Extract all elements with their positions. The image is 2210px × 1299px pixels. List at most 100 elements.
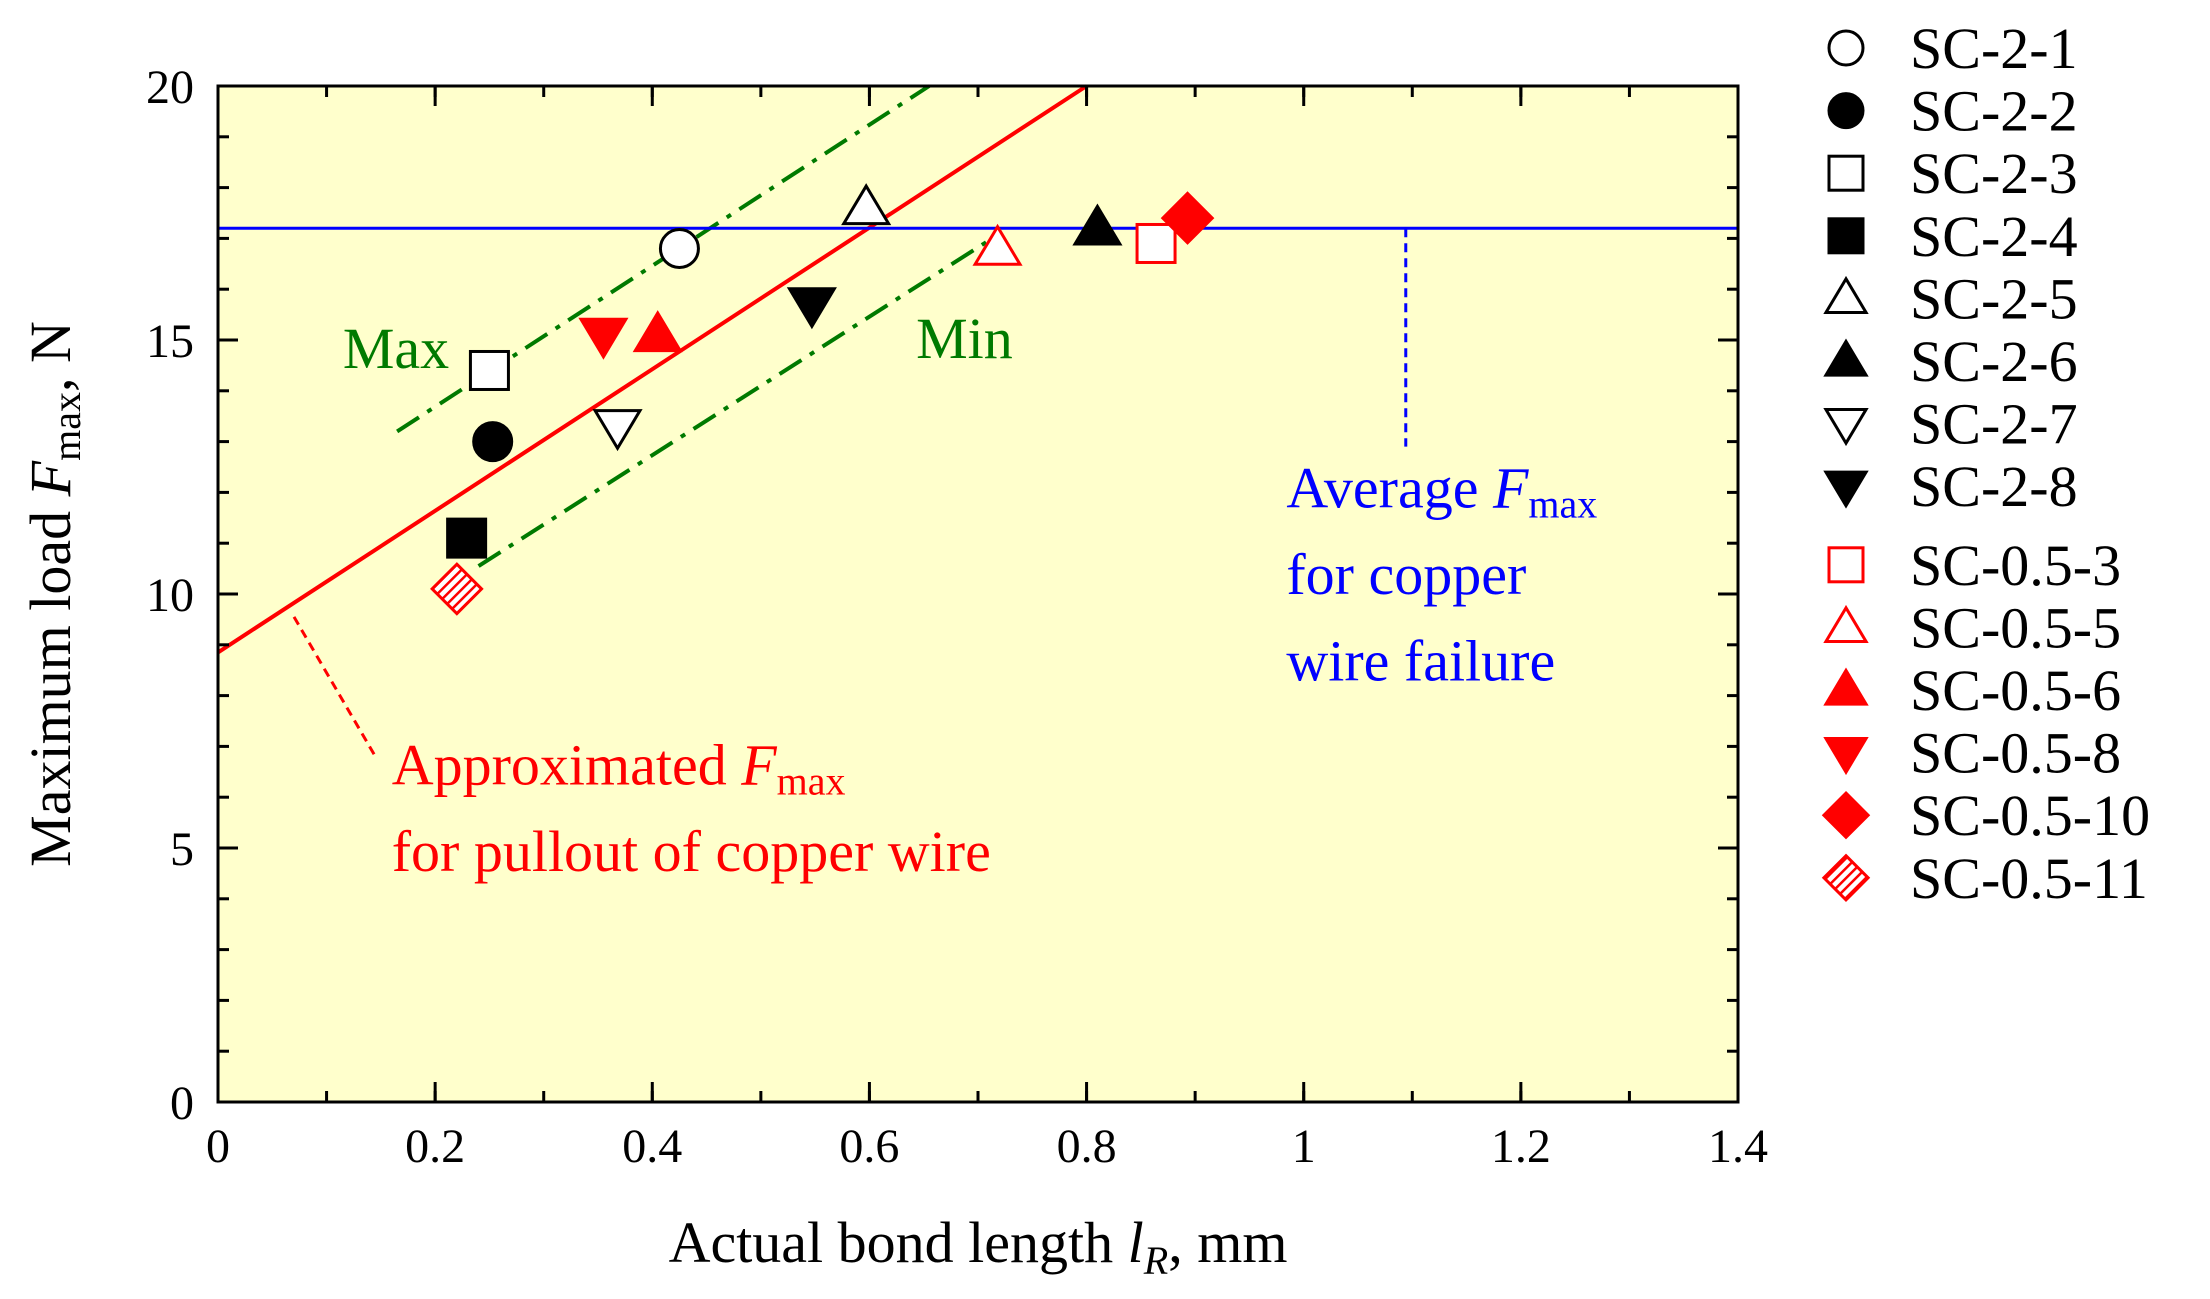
axis-titles: Actual bond length lR, mm Maximum load Fm… bbox=[18, 321, 1287, 1283]
legend-marker-sc-2-8 bbox=[1823, 470, 1869, 509]
legend-label: SC-0.5-3 bbox=[1910, 533, 2121, 598]
x-axis-title-symbol: l bbox=[1128, 1210, 1144, 1275]
point-sc-0.5-10 bbox=[1160, 191, 1215, 245]
annotation-symbol: F bbox=[740, 733, 777, 798]
legend-item-sc-0.5-10: SC-0.5-10 bbox=[1821, 783, 2150, 848]
point-sc-0.5-11 bbox=[430, 562, 484, 616]
point-sc-2-5-shape bbox=[841, 183, 892, 226]
legend-label: SC-2-8 bbox=[1910, 454, 2078, 519]
legend-marker-sc-0.5-3 bbox=[1827, 546, 1865, 584]
point-sc-0.5-8 bbox=[578, 317, 629, 360]
legend-label: SC-2-1 bbox=[1910, 16, 2078, 81]
legend-item-sc-0.5-6: SC-0.5-6 bbox=[1823, 658, 2121, 723]
annotation-symbol: F bbox=[1492, 456, 1529, 521]
x-axis-title-subscript: R bbox=[1143, 1238, 1168, 1283]
y-tick-label: 15 bbox=[146, 315, 194, 368]
x-tick-label: 0.8 bbox=[1057, 1120, 1117, 1173]
y-axis-title-unit: , N bbox=[18, 321, 83, 392]
legend-item-sc-2-2: SC-2-2 bbox=[1827, 79, 2078, 144]
annotation-approx_line2: for pullout of copper wire bbox=[392, 819, 991, 884]
legend-label: SC-2-7 bbox=[1910, 392, 2078, 457]
legend-marker-sc-0.5-6 bbox=[1823, 667, 1869, 706]
annotation-text: for pullout of copper wire bbox=[392, 819, 991, 884]
point-sc-2-6 bbox=[1072, 203, 1123, 246]
x-axis-title: Actual bond length lR, mm bbox=[669, 1210, 1288, 1283]
legend-marker-sc-0.5-6-shape bbox=[1823, 667, 1869, 706]
y-axis-title-space bbox=[18, 496, 83, 511]
annotation-text: Min bbox=[916, 306, 1013, 371]
point-sc-2-3-shape bbox=[468, 349, 510, 391]
legend-label: SC-0.5-6 bbox=[1910, 658, 2121, 723]
approximated-fmax-line bbox=[216, 84, 1088, 655]
point-sc-0.5-11-shape bbox=[430, 562, 484, 616]
y-tick-label: 0 bbox=[170, 1077, 194, 1130]
x-axis-title-text: Actual bond length bbox=[669, 1210, 1128, 1275]
legend-label: SC-2-2 bbox=[1910, 79, 2078, 144]
point-sc-2-8-shape bbox=[786, 287, 837, 330]
legend-label: SC-0.5-8 bbox=[1910, 721, 2121, 786]
point-sc-0.5-5-shape bbox=[972, 223, 1023, 266]
x-tick-label: 0.2 bbox=[405, 1120, 465, 1173]
legend-item-sc-2-8: SC-2-8 bbox=[1823, 454, 2078, 519]
y-tick-label: 5 bbox=[170, 823, 194, 876]
legend-item-sc-2-1: SC-2-1 bbox=[1827, 16, 2078, 81]
legend-marker-sc-2-5-shape bbox=[1823, 275, 1869, 314]
annotation-min: Min bbox=[916, 306, 1013, 371]
legend-marker-sc-2-3 bbox=[1827, 154, 1865, 192]
legend-marker-sc-2-6-shape bbox=[1823, 338, 1869, 377]
axis-ticks: 0 0.2 0.4 0.6 0.8 1 1.2 1.4 0 5 10 15 20 bbox=[146, 61, 1768, 1173]
legend-label: SC-2-4 bbox=[1910, 204, 2078, 269]
legend-marker-sc-0.5-5 bbox=[1823, 604, 1869, 643]
point-sc-0.5-3 bbox=[1135, 222, 1177, 264]
legend-marker-sc-0.5-8-shape bbox=[1823, 737, 1869, 776]
point-sc-2-1-shape bbox=[658, 228, 700, 270]
annotation-subscript: max bbox=[777, 759, 846, 804]
point-sc-2-7-shape bbox=[592, 409, 643, 452]
y-axis-title-symbol: F bbox=[18, 460, 83, 497]
annotation-text: Average bbox=[1286, 456, 1493, 521]
legend-marker-sc-2-2-shape bbox=[1827, 92, 1865, 130]
annotation-average_line2: for copper bbox=[1286, 542, 1526, 607]
legend-marker-sc-2-6 bbox=[1823, 338, 1869, 377]
point-sc-2-6-shape bbox=[1072, 203, 1123, 246]
annotation-subscript: max bbox=[1528, 482, 1597, 527]
x-tick-label: 1.2 bbox=[1491, 1120, 1551, 1173]
legend-item-sc-0.5-11: SC-0.5-11 bbox=[1821, 846, 2148, 911]
point-sc-2-3 bbox=[468, 349, 510, 391]
y-axis-title-text: Maximum load bbox=[18, 511, 83, 867]
y-tick-label: 20 bbox=[146, 61, 194, 114]
legend-label: SC-2-3 bbox=[1910, 141, 2078, 206]
x-axis-title-unit: , mm bbox=[1168, 1210, 1287, 1275]
point-sc-2-2-shape bbox=[472, 421, 514, 463]
legend-marker-sc-0.5-11 bbox=[1821, 853, 1871, 903]
approx-leader-line bbox=[292, 616, 377, 758]
annotation-text: Approximated bbox=[392, 733, 742, 798]
legend-item-sc-2-6: SC-2-6 bbox=[1823, 329, 2078, 394]
legend-marker-sc-0.5-11-shape bbox=[1821, 853, 1871, 903]
legend-marker-sc-2-7-shape bbox=[1823, 408, 1869, 447]
legend: SC-2-1SC-2-2SC-2-3SC-2-4SC-2-5SC-2-6SC-2… bbox=[1821, 16, 2150, 911]
legend-item-sc-0.5-3: SC-0.5-3 bbox=[1827, 533, 2121, 598]
legend-item-sc-2-7: SC-2-7 bbox=[1823, 392, 2078, 457]
point-sc-2-7 bbox=[592, 409, 643, 452]
legend-marker-sc-0.5-3-shape bbox=[1827, 546, 1865, 584]
x-tick-label: 1 bbox=[1292, 1120, 1316, 1173]
annotation-text: for copper bbox=[1286, 542, 1526, 607]
legend-item-sc-0.5-5: SC-0.5-5 bbox=[1823, 595, 2121, 660]
annotation-average_line1: Average Fmax bbox=[1286, 456, 1597, 527]
legend-marker-sc-0.5-5-shape bbox=[1823, 604, 1869, 643]
legend-marker-sc-2-4 bbox=[1827, 217, 1865, 255]
legend-label: SC-2-6 bbox=[1910, 329, 2078, 394]
point-sc-0.5-10-shape bbox=[1160, 191, 1215, 245]
annotation-approx_line1: Approximated Fmax bbox=[392, 733, 846, 804]
point-sc-2-4-shape bbox=[446, 517, 488, 559]
legend-marker-sc-0.5-8 bbox=[1823, 737, 1869, 776]
legend-marker-sc-2-8-shape bbox=[1823, 470, 1869, 509]
legend-marker-sc-2-4-shape bbox=[1827, 217, 1865, 255]
legend-marker-sc-2-3-shape bbox=[1827, 154, 1865, 192]
legend-label: SC-2-5 bbox=[1910, 266, 2078, 331]
legend-marker-sc-0.5-10-shape bbox=[1821, 790, 1871, 840]
point-sc-2-4 bbox=[446, 517, 488, 559]
legend-item-sc-2-3: SC-2-3 bbox=[1827, 141, 2078, 206]
